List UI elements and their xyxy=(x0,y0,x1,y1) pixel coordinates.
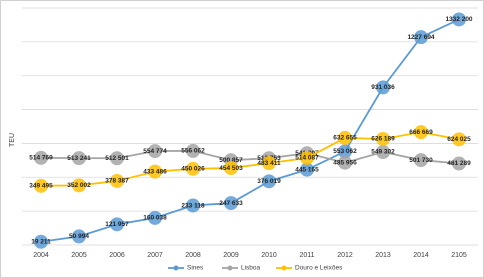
data-point xyxy=(34,234,48,249)
data-point xyxy=(452,12,466,27)
x-tick-label: 2012 xyxy=(337,252,353,259)
data-point xyxy=(414,125,428,140)
data-point xyxy=(186,198,200,213)
data-label: 233 118 xyxy=(181,202,205,209)
data-point xyxy=(338,130,352,145)
data-label: 378 387 xyxy=(105,178,129,185)
data-label: 626 189 xyxy=(371,136,395,143)
data-label: 160 038 xyxy=(143,215,167,222)
data-label: 445 165 xyxy=(295,166,319,173)
data-label: 247 633 xyxy=(219,200,243,207)
data-point xyxy=(376,145,390,160)
x-tick-label: 2010 xyxy=(261,252,277,259)
data-label: 512 501 xyxy=(105,155,129,162)
legend-label: Douro e Leixões xyxy=(295,265,343,272)
data-label: 1332 200 xyxy=(445,16,472,23)
data-point xyxy=(148,144,162,159)
data-point xyxy=(148,164,162,179)
data-point xyxy=(338,144,352,159)
data-point xyxy=(376,80,390,95)
data-label: 514 087 xyxy=(295,155,319,162)
legend-marker xyxy=(173,265,179,271)
data-point xyxy=(376,131,390,146)
data-point xyxy=(338,155,352,170)
data-point xyxy=(300,162,314,177)
data-label: 1227 694 xyxy=(407,34,434,41)
data-label: 666 669 xyxy=(409,129,433,136)
legend-marker xyxy=(281,265,287,271)
data-label: 352 002 xyxy=(67,182,91,189)
data-label: 500 857 xyxy=(219,157,243,164)
data-label: 376 019 xyxy=(257,178,281,185)
data-point xyxy=(72,151,86,166)
x-tick-label: 2013 xyxy=(375,252,391,259)
data-point xyxy=(34,150,48,165)
x-tick-label: 2008 xyxy=(185,252,201,259)
data-label: 121 957 xyxy=(105,221,129,228)
data-label: 454 503 xyxy=(219,165,243,172)
x-tick-label: 2007 xyxy=(147,252,163,259)
data-point xyxy=(262,156,276,171)
data-point xyxy=(224,161,238,176)
data-label: 931 036 xyxy=(371,84,395,91)
data-label: 556 062 xyxy=(181,148,205,155)
data-point xyxy=(34,178,48,193)
data-point xyxy=(110,217,124,232)
y-axis-label: TEU xyxy=(9,133,16,147)
legend-label: Sines xyxy=(187,265,204,272)
data-point xyxy=(262,174,276,189)
data-point xyxy=(72,229,86,244)
data-point xyxy=(224,196,238,211)
data-label: 349 495 xyxy=(29,183,53,190)
data-label: 481 289 xyxy=(447,160,471,167)
data-label: 501 730 xyxy=(409,157,433,164)
data-point xyxy=(186,143,200,158)
x-tick-label: 2009 xyxy=(223,252,239,259)
x-tick-label: 2014 xyxy=(413,252,429,259)
data-label: 433 486 xyxy=(143,168,167,175)
data-label: 554 774 xyxy=(143,148,167,155)
data-point xyxy=(148,210,162,225)
data-label: 483 411 xyxy=(257,160,281,167)
data-label: 553 062 xyxy=(333,148,357,155)
data-point xyxy=(186,161,200,176)
data-label: 624 025 xyxy=(447,136,471,143)
legend-label: Lisboa xyxy=(241,265,261,272)
data-point xyxy=(300,150,314,165)
data-point xyxy=(110,173,124,188)
data-label: 513 241 xyxy=(67,155,91,162)
x-tick-label: 2006 xyxy=(109,252,125,259)
x-tick-label: 2011 xyxy=(299,252,314,259)
x-tick-label: 2005 xyxy=(71,252,87,259)
data-point xyxy=(72,178,86,193)
x-tick-label: 2105 xyxy=(451,252,467,259)
data-label: 485 956 xyxy=(333,159,357,166)
data-label: 19 211 xyxy=(31,238,51,245)
data-point xyxy=(414,153,428,168)
data-label: 450 026 xyxy=(181,166,205,173)
data-point xyxy=(110,151,124,166)
data-point xyxy=(414,30,428,45)
legend-marker xyxy=(227,265,233,271)
data-label: 632 655 xyxy=(333,135,357,142)
data-point xyxy=(452,132,466,147)
data-point xyxy=(452,156,466,171)
data-label: 50 994 xyxy=(69,233,89,240)
data-label: 549 302 xyxy=(371,149,395,156)
data-label: 514 769 xyxy=(29,155,53,162)
x-tick-label: 2004 xyxy=(33,252,49,259)
